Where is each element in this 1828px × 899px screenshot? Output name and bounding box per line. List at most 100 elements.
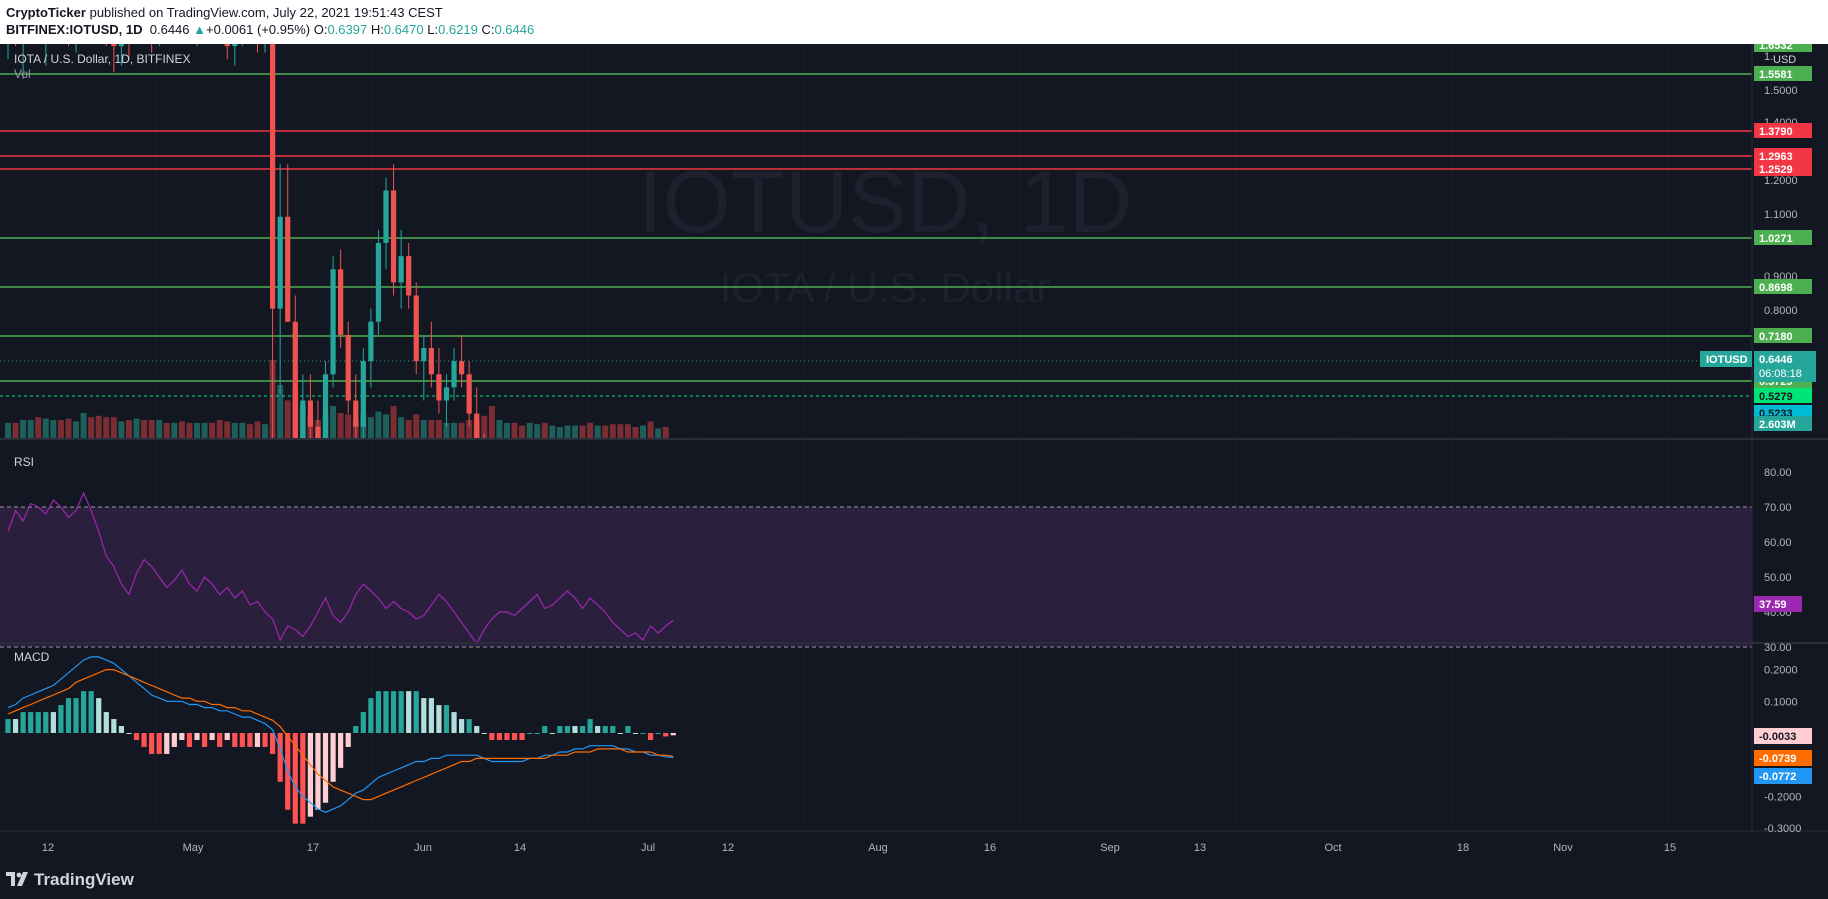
macd-histogram-badge-bg — [1754, 728, 1812, 744]
rsi-value-badge-bg — [1754, 596, 1802, 612]
macd-histogram-bar — [481, 733, 487, 734]
macd-histogram-bar — [564, 726, 571, 733]
pane-separators — [0, 44, 1828, 832]
volume-bar — [451, 422, 458, 440]
time-axis-tick: Nov — [1553, 842, 1573, 854]
price-level-badge-text: 0.8698 — [1759, 282, 1793, 294]
candle-body — [360, 361, 366, 427]
volume-bar — [178, 421, 185, 440]
volume-bar — [118, 421, 125, 440]
volume-bar — [20, 420, 27, 440]
candle-body — [111, 44, 117, 47]
candle — [360, 348, 366, 440]
macd-histogram-bar — [587, 719, 593, 733]
macd-histogram-bar — [436, 705, 442, 733]
volume-bar — [466, 420, 473, 440]
rsi-label: RSI — [14, 455, 34, 469]
candle-body — [436, 374, 442, 401]
price-level-badge-bg — [1754, 161, 1812, 176]
watermark-symbol: IOTUSD, 1D — [638, 152, 1132, 251]
macd-axis-tick: 0.1000 — [1764, 696, 1798, 708]
candle-body — [413, 295, 419, 362]
price-axis-tick: 1.1000 — [1764, 209, 1798, 221]
price-level-badge-bg — [1754, 148, 1812, 163]
symbol-ohlc-line: BITFINEX:IOTUSD, 1D 0.6446 ▲+0.0061 (+0.… — [6, 22, 534, 37]
macd-histogram-bar — [232, 733, 238, 747]
time-axis-tick: 14 — [514, 842, 526, 854]
chart-background — [0, 44, 1828, 862]
time-axis-tick: 13 — [1194, 842, 1206, 854]
price-axis-tick: 1. — [1764, 51, 1773, 63]
macd-histogram-bar — [65, 698, 72, 733]
macd-histogram-bar — [557, 726, 563, 733]
price-level-badge: 0.5279 — [1754, 388, 1812, 403]
volume-bar — [163, 422, 170, 440]
volume-bar — [42, 418, 49, 440]
rsi-axis-tick: 50.00 — [1764, 572, 1792, 584]
candle — [459, 334, 465, 388]
volume-bar — [239, 422, 246, 440]
candle — [375, 229, 382, 335]
logo-text: TradingView — [34, 870, 134, 889]
price-level-badge-bg — [1754, 66, 1812, 81]
time-axis-tick: May — [183, 842, 204, 854]
macd-histogram-bar — [5, 719, 11, 733]
price-axis-tick: 0.8000 — [1764, 305, 1798, 317]
price-level-badge-text: 1.2529 — [1759, 164, 1793, 176]
macd-histogram-bar — [572, 726, 578, 733]
volume-bar — [602, 425, 609, 440]
candle — [232, 44, 238, 66]
volume-bar — [277, 385, 284, 440]
price-level-badge: 0.8698 — [1754, 279, 1812, 294]
volume-bar — [511, 422, 518, 440]
candle — [383, 177, 389, 270]
macd-histogram-bar — [179, 733, 185, 740]
volume-bar — [95, 415, 102, 440]
volume-bar — [194, 422, 200, 440]
macd-histogram-bar — [398, 691, 404, 733]
volume-bar — [383, 414, 389, 440]
macd-histogram-badge-text: -0.0033 — [1759, 731, 1796, 743]
candle — [45, 44, 47, 66]
price-axis[interactable]: 1.50001.20001.10000.90000.80001.1.40001.… — [1700, 44, 1816, 835]
price-axis-tick: 1.2000 — [1764, 175, 1798, 187]
volume-bar — [594, 425, 601, 440]
volume-bar — [398, 417, 405, 440]
candle-body — [315, 426, 321, 440]
publisher-name[interactable]: CryptoTicker — [6, 5, 86, 20]
candle — [466, 361, 472, 427]
volume-bar — [231, 422, 238, 440]
pane-labels: IOTA / U.S. Dollar, 1D, BITFINEX Vol RSI… — [14, 52, 1796, 664]
change-up-icon: ▲ — [193, 22, 207, 37]
price-level-badge-text: 1.2963 — [1759, 151, 1793, 163]
volume-bar — [141, 420, 148, 440]
chart-canvas[interactable]: IOTUSD, 1D IOTA / U.S. Dollar 1.50001.20… — [0, 44, 1828, 862]
macd-line-badge-text: -0.0772 — [1759, 771, 1796, 783]
grid — [47, 44, 1669, 824]
macd-histogram-bar — [489, 733, 495, 740]
symbol-line: BITFINEX:IOTUSD, 1D — [6, 22, 143, 37]
tradingview-logo[interactable]: TradingView — [6, 870, 134, 890]
macd-histogram-bar — [156, 733, 162, 754]
low-value: 0.6219 — [438, 22, 478, 37]
volume-bar — [224, 421, 231, 440]
macd-histogram-bar — [322, 733, 329, 803]
rsi-axis-tick: 60.00 — [1764, 537, 1792, 549]
time-axis[interactable]: 12 May 17 Jun 14 Jul 12 Aug 16 Sep 13 Oct 18 Nov 15 — [42, 842, 1676, 854]
candle-body — [383, 190, 389, 243]
volume-bar — [435, 420, 442, 440]
candle — [118, 44, 124, 66]
macd-histogram-bar — [504, 733, 510, 740]
macd-histogram-bar — [549, 733, 555, 734]
volume-bar — [609, 424, 616, 440]
volume-bar — [617, 424, 624, 440]
volume-bar — [345, 414, 352, 440]
price-level-badge: 1.2529 — [1754, 161, 1812, 176]
volume-bar — [375, 411, 382, 440]
macd-histogram-bar — [133, 733, 140, 740]
candle-body — [322, 374, 329, 440]
macd-histogram-bar — [224, 733, 230, 740]
time-axis-tick: 12 — [42, 842, 54, 854]
macd-histogram-bar — [330, 733, 336, 782]
rsi-series-line — [7, 491, 674, 645]
